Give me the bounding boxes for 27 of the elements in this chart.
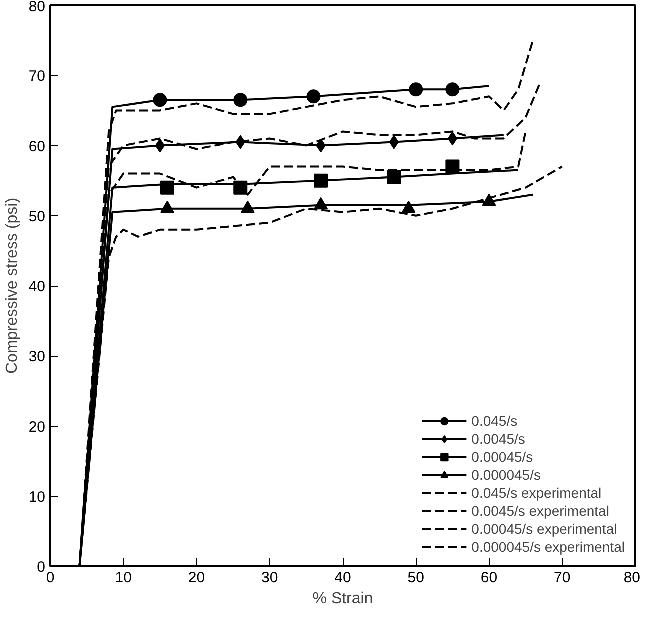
y-tick-label: 30 [28,348,46,366]
y-tick-label: 20 [28,418,46,436]
legend-label: 0.000045/s [472,466,541,484]
legend-label: 0.045/s experimental [472,484,602,502]
x-tick-label: 80 [624,570,641,586]
x-tick-label: 60 [480,570,498,586]
x-tick-label: 50 [408,570,424,586]
legend-label: 0.0045/s [472,430,526,448]
x-tick-label: 30 [262,570,278,586]
y-tick-label: 60 [28,138,46,156]
legend-label: 0.00045/s [472,448,534,466]
legend-label: 0.000045/s experimental [472,538,625,556]
legend-label: 0.00045/s experimental [472,520,618,538]
legend-label: 0.045/s [472,412,518,430]
y-tick-label: 80 [28,0,46,16]
x-tick-label: 40 [334,570,352,586]
y-tick-label: 40 [28,278,46,296]
y-tick-label: 10 [28,488,46,506]
x-tick-label: 70 [554,570,571,586]
y-tick-label: 50 [28,208,46,226]
x-axis-title: % Strain [312,590,374,608]
y-axis-title: Compressive stress (psi) [4,198,21,374]
y-tick-label: 0 [37,559,46,576]
x-tick-label: 10 [115,570,132,586]
x-tick-label: 20 [188,570,206,586]
y-tick-label: 70 [28,68,46,86]
legend-label: 0.0045/s experimental [472,502,610,520]
